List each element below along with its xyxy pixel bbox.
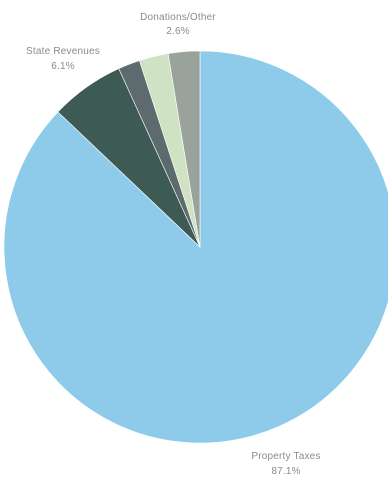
slice-donations-other: [167, 50, 201, 248]
label-property-taxes-value: 87.1%: [271, 466, 300, 477]
label-state-revenues: State Revenues 6.1%: [26, 46, 100, 72]
label-state-revenues-value: 6.1%: [51, 61, 75, 72]
pie-slices: [3, 50, 388, 444]
label-property-taxes-name: Property Taxes: [251, 451, 320, 462]
label-property-taxes: Property Taxes 87.1%: [251, 451, 320, 477]
label-donations-other-name: Donations/Other: [140, 12, 216, 23]
slice-property-taxes: [3, 50, 388, 444]
label-donations-other-value: 2.6%: [166, 26, 190, 37]
label-state-revenues-name: State Revenues: [26, 46, 100, 57]
label-donations-other: Donations/Other 2.6%: [140, 12, 216, 37]
